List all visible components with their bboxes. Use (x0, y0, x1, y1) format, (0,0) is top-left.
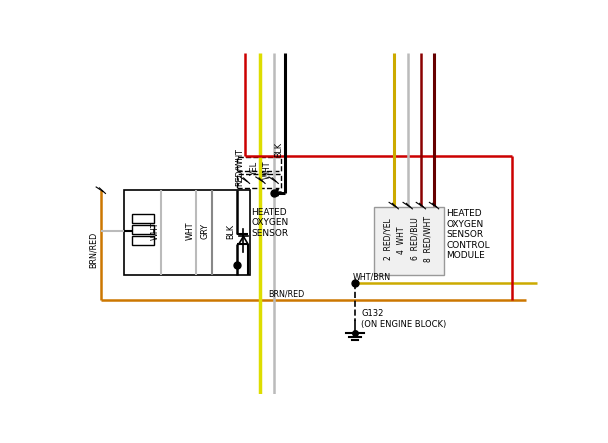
Bar (132, 214, 153, 223)
Bar (375, 207, 444, 275)
Bar (237, 157, 281, 171)
Text: WHT: WHT (151, 222, 159, 240)
Bar (132, 225, 153, 234)
Text: RED/WHT: RED/WHT (234, 148, 243, 186)
Text: 8  RED/WHT: 8 RED/WHT (423, 216, 432, 262)
Bar (132, 236, 153, 245)
Text: 6  RED/BLU: 6 RED/BLU (410, 218, 419, 260)
Text: BLK: BLK (227, 224, 235, 238)
Text: HEATED
OXYGEN
SENSOR: HEATED OXYGEN SENSOR (251, 208, 288, 238)
Text: BRN/RED: BRN/RED (89, 231, 97, 268)
Bar (237, 174, 281, 188)
Text: BLK: BLK (275, 142, 283, 157)
Text: G132
(ON ENGINE BLOCK): G132 (ON ENGINE BLOCK) (361, 309, 446, 329)
Text: HEATED
OXYGEN
SENSOR
CONTROL
MODULE: HEATED OXYGEN SENSOR CONTROL MODULE (446, 210, 490, 260)
Text: 2  RED/YEL: 2 RED/YEL (383, 218, 392, 260)
Text: GRY: GRY (201, 223, 210, 239)
Text: WHT: WHT (263, 160, 272, 179)
Text: BRN/RED: BRN/RED (269, 290, 305, 299)
Text: WHT/BRN: WHT/BRN (353, 273, 391, 282)
Text: WHT: WHT (185, 222, 195, 240)
Bar (124, 190, 250, 275)
Text: 4  WHT: 4 WHT (397, 226, 406, 254)
Text: YEL: YEL (250, 163, 259, 176)
